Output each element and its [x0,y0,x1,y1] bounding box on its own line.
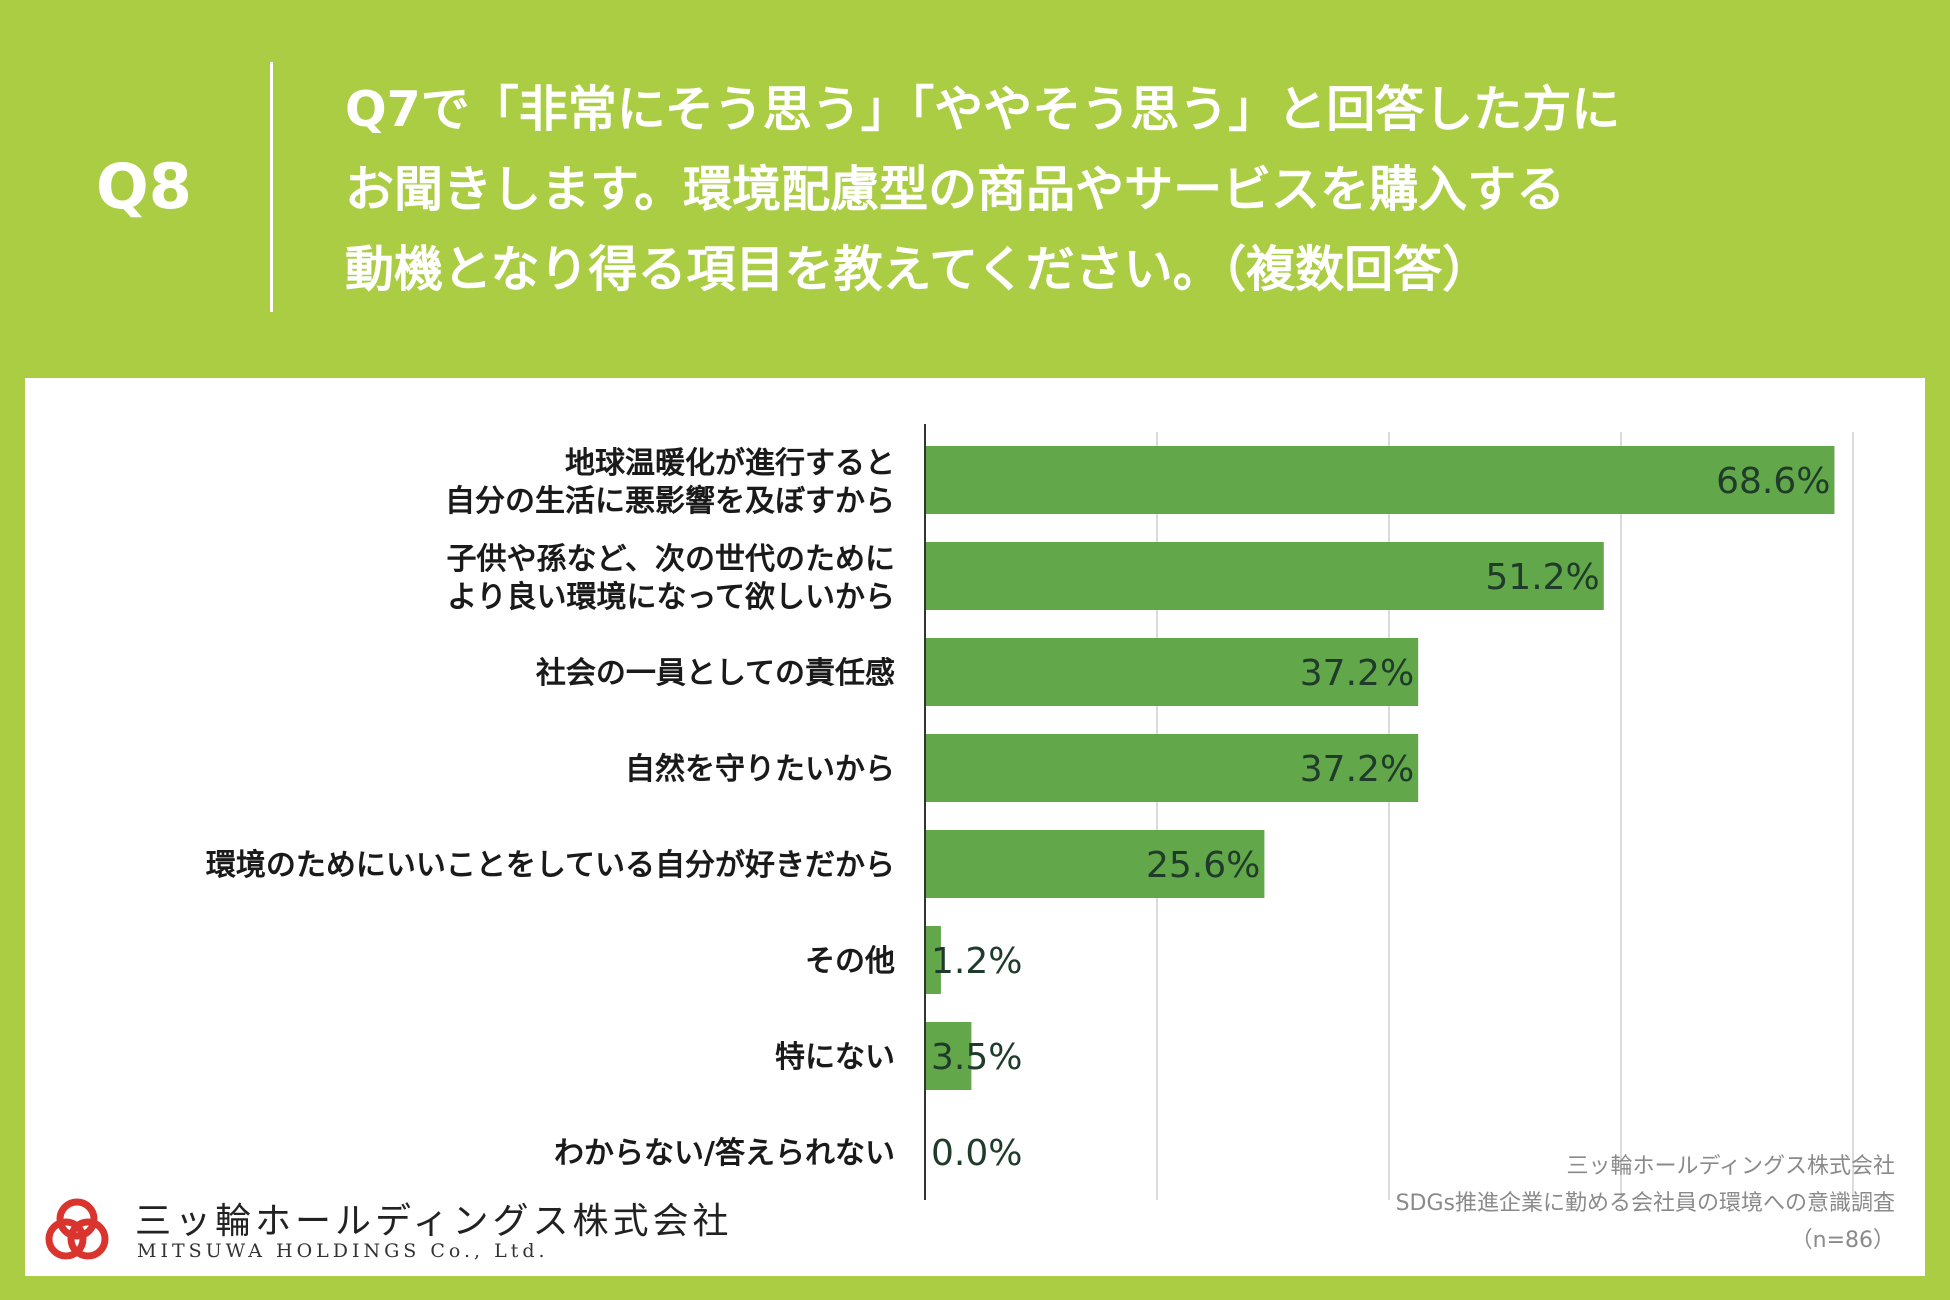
source-company: 三ッ輪ホールディングス株式会社 [1566,1154,1895,1179]
data-label: 37.2% [1300,749,1414,790]
bar [925,926,941,994]
question-line: 動機となり得る項目を教えてください。（複数回答） [345,241,1492,298]
chart-panel: 68.6% 地球温暖化が進行すると 自分の生活に悪影響を及ぼすから 51.2% 子供や孫… [25,378,1925,1276]
mitsuwa-logo-icon [45,1198,109,1260]
bar [925,830,1265,898]
bar [925,734,1419,802]
category-label: その他 [805,944,895,979]
header-divider [270,62,273,312]
question-number: Q8 [96,150,192,223]
source-sample-size: （n=86） [1790,1228,1895,1253]
logo-name-jp: 三ッ輪ホールディングス株式会社 [135,1201,733,1242]
data-label: 0.0% [931,1133,1022,1174]
bar [925,1022,972,1090]
logo-name-en: MITSUWA HOLDINGS Co., Ltd. [137,1240,549,1262]
question-line: お聞きします。環境配慮型の商品やサービスを購入する [345,161,1566,218]
survey-source: 三ッ輪ホールディングス株式会社 SDGs推進企業に勤める会社員の環境への意識調査… [1396,1148,1895,1259]
category-label: 特にない [775,1040,895,1075]
category-label: より良い環境になって欲しいから [447,580,895,615]
question-line: Q7で「非常にそう思う」「ややそう思う」と回答した方に [345,81,1621,138]
data-label: 68.6% [1716,461,1830,502]
category-label: わからない/答えられない [554,1136,895,1171]
category-label: 社会の一員としての責任感 [536,656,895,691]
data-label: 25.6% [1146,845,1260,886]
category-label: 自分の生活に悪影響を及ぼすから [445,484,895,519]
question-text: Q7で「非常にそう思う」「ややそう思う」と回答した方に お聞きします。環境配慮型… [345,70,1905,310]
category-label: 環境のためにいいことをしている自分が好きだから [206,848,895,883]
category-label: 子供や孫など、次の世代のために [447,542,896,577]
data-label: 51.2% [1485,557,1599,598]
bar [925,446,1835,514]
data-label: 37.2% [1300,653,1414,694]
category-label: 地球温暖化が進行すると [565,446,895,481]
question-header: Q8 Q7で「非常にそう思う」「ややそう思う」と回答した方に お聞きします。環境… [0,0,1950,375]
data-label: 1.2% [931,941,1022,982]
data-label: 3.5% [931,1037,1022,1078]
category-label: 自然を守りたいから [625,752,895,787]
bar [925,638,1419,706]
source-survey-title: SDGs推進企業に勤める会社員の環境への意識調査 [1395,1191,1895,1216]
bar [925,542,1604,610]
company-logo: 三ッ輪ホールディングス株式会社 MITSUWA HOLDINGS Co., Lt… [37,1190,728,1270]
